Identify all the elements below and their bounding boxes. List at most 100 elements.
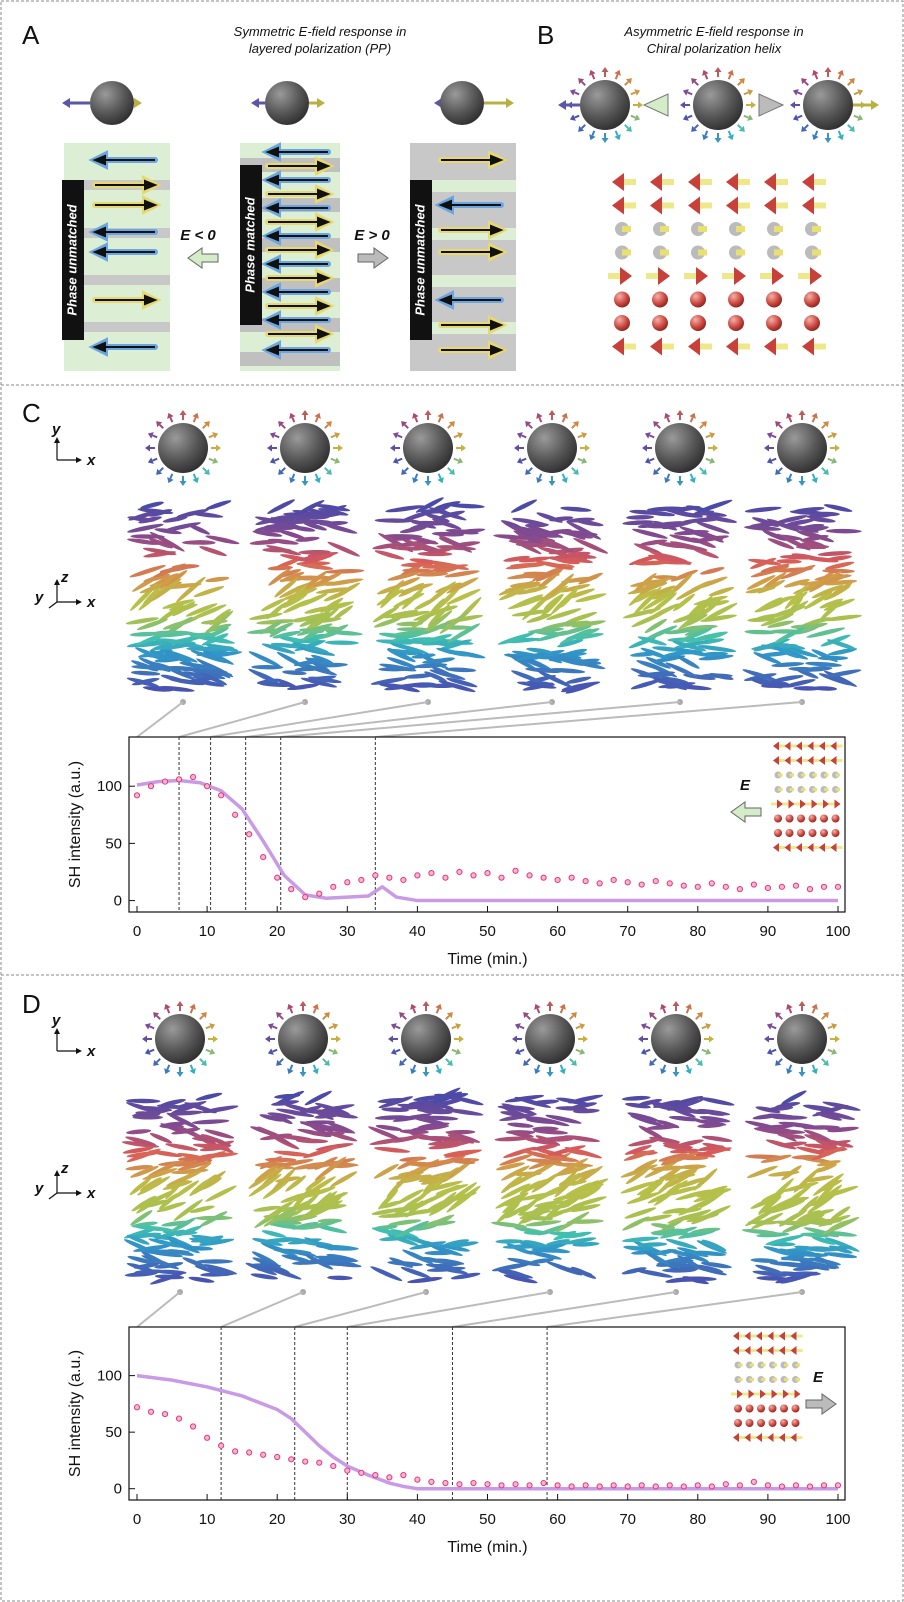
dipole <box>656 1172 681 1195</box>
data-point <box>498 874 505 881</box>
dipole <box>620 1181 656 1194</box>
dipole <box>269 623 291 638</box>
arrow-head <box>435 1068 442 1075</box>
dipole-cone <box>783 1389 789 1399</box>
dipole <box>623 1149 655 1161</box>
axis-glyph: x <box>86 1185 96 1202</box>
dipole <box>809 517 836 523</box>
dipole-cone <box>823 799 829 809</box>
dipole <box>536 512 563 523</box>
dipole <box>422 563 460 569</box>
arrow-head <box>276 1059 283 1066</box>
dipole <box>201 672 228 686</box>
field-arrow <box>730 801 762 823</box>
arrow-head <box>189 1003 196 1010</box>
dipole <box>450 1272 481 1280</box>
dipole <box>177 1160 212 1171</box>
dipole <box>549 668 586 674</box>
frame-axes <box>48 601 58 609</box>
data-point <box>274 874 281 881</box>
arrow-head <box>209 1048 216 1055</box>
dipole <box>447 1134 475 1144</box>
dipole <box>261 643 296 654</box>
dipole <box>191 1119 230 1125</box>
arrow-head <box>682 89 689 96</box>
arrow-head <box>336 1035 341 1043</box>
arrow-shaft <box>591 74 596 80</box>
arrow-head <box>640 1048 647 1055</box>
dipole <box>666 1095 704 1108</box>
data-point <box>232 1448 239 1455</box>
dipole-rod <box>817 802 824 806</box>
dipole-rod <box>789 744 797 748</box>
arrow-shaft <box>330 457 336 462</box>
dipole <box>783 1196 810 1204</box>
dipole <box>386 657 418 669</box>
arrow-shaft <box>519 1025 525 1030</box>
field-arrow <box>187 247 219 269</box>
dipole <box>531 1186 562 1203</box>
arrow-head <box>831 432 838 439</box>
dipole <box>798 1259 837 1270</box>
dipole <box>141 1252 168 1267</box>
dipole <box>375 1124 403 1131</box>
arrow-head <box>523 1059 530 1066</box>
dipole <box>766 518 800 532</box>
dipole <box>781 1090 807 1105</box>
dipole <box>560 587 579 608</box>
dipole <box>760 613 794 627</box>
arrow-head <box>334 457 341 464</box>
arrow-head <box>559 1068 566 1075</box>
arrow-head <box>822 421 829 428</box>
arrow-shaft <box>527 423 533 429</box>
arrow-shaft <box>414 473 419 479</box>
dipole <box>549 573 574 598</box>
dipole <box>501 1262 532 1271</box>
dipole-rod <box>660 249 669 256</box>
arrow-head <box>812 69 819 76</box>
dipole <box>435 1184 469 1195</box>
axis-glyph: y <box>51 1012 61 1029</box>
dipole <box>438 537 468 549</box>
arrow-head <box>399 1059 406 1066</box>
arrow-shaft <box>158 467 164 473</box>
arrow-head <box>338 444 343 452</box>
arrow-head <box>822 1059 829 1066</box>
arrow-head <box>786 412 793 419</box>
dipole <box>573 1183 604 1197</box>
dipole-arrow <box>441 344 504 356</box>
arrow-shaft <box>314 417 319 423</box>
dipole <box>370 677 408 685</box>
arrow-head <box>798 481 806 486</box>
dipole <box>531 1099 560 1105</box>
dipole <box>691 1227 721 1234</box>
dipole <box>540 621 577 630</box>
dipole-cone <box>771 1389 778 1399</box>
arrow-head <box>824 67 832 72</box>
arrow-head <box>569 114 576 121</box>
dipole-rod <box>784 1334 791 1338</box>
data-point <box>778 883 786 890</box>
axis-frame: xzy <box>34 569 96 611</box>
sphere-glyph <box>62 81 142 125</box>
dipole <box>315 1124 353 1134</box>
arrow-shaft <box>788 417 793 423</box>
dipole <box>368 1126 403 1141</box>
dipole <box>810 1145 847 1161</box>
dipole <box>325 1121 356 1134</box>
dipole-rod <box>684 273 698 279</box>
dipole <box>392 1113 432 1122</box>
arrow-shaft <box>803 80 809 86</box>
dipole <box>560 1201 589 1214</box>
dipole-rod <box>761 1436 768 1439</box>
arrow-head <box>448 468 455 475</box>
arrow-shaft <box>189 1008 194 1014</box>
dipole-rod <box>698 343 712 350</box>
dipole <box>691 1211 717 1225</box>
dipole <box>159 649 194 665</box>
arrow-shaft <box>777 423 783 429</box>
x-tick-label: 100 <box>825 923 850 940</box>
arrow-head <box>579 1048 586 1055</box>
dipole <box>650 1228 685 1235</box>
